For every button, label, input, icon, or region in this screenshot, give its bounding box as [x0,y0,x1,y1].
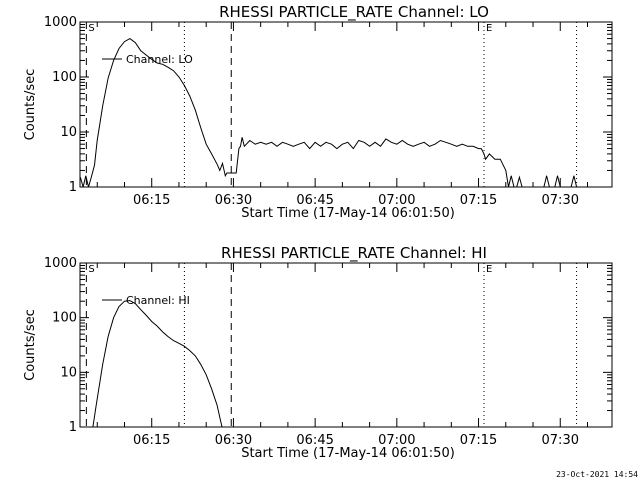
x-tick-label: 06:45 [296,193,333,208]
legend-label: Channel: LO [126,53,193,66]
y-tick-label: 1000 [44,15,77,30]
y-tick-label: 100 [52,311,77,326]
x-tick-label: 07:30 [542,193,579,208]
series-line-Channel: HI [92,300,223,427]
chart-title: RHESSI PARTICLE_RATE Channel: LO [219,3,489,22]
chart-panel-1: RHESSI PARTICLE_RATE Channel: LO 1 10 100 10… [23,3,613,221]
time-marker-label: S [88,23,94,34]
x-tick-label: 06:30 [215,433,252,448]
chart-title: RHESSI PARTICLE_RATE Channel: HI [221,244,487,263]
x-tick-label: 06:30 [215,193,252,208]
time-marker-label: E [486,23,492,34]
x-tick-label: 06:15 [133,193,170,208]
x-axis-label: Start Time (17-May-14 06:01:50) [241,206,455,221]
plot-frame [79,262,613,428]
x-tick-label: 07:15 [460,193,497,208]
x-tick-label: 07:00 [378,433,415,448]
x-tick-label: 07:15 [460,433,497,448]
series-line-Channel: LO [80,38,580,187]
footer-timestamp: 23-Oct-2021 14:54 [556,470,638,479]
y-tick-label: 100 [52,70,77,85]
y-tick-label: 1 [69,180,77,195]
y-tick-label: 10 [60,365,77,380]
x-tick-label: 07:00 [378,193,415,208]
time-marker-label: S [88,264,94,275]
x-tick-label: 06:15 [133,433,170,448]
y-tick-label: 10 [60,125,77,140]
y-tick-label: 1000 [44,256,77,271]
x-tick-label: 07:30 [542,433,579,448]
y-axis-label: Counts/sec [23,309,38,381]
y-axis-label: Counts/sec [23,69,38,141]
chart-panel-2: RHESSI PARTICLE_RATE Channel: HI 1 10 100 10… [23,244,613,461]
y-tick-label: 1 [69,420,77,435]
plot-frame [79,21,613,188]
x-tick-label: 06:45 [296,433,333,448]
x-axis-label: Start Time (17-May-14 06:01:50) [241,446,455,461]
time-marker-label: E [486,264,492,275]
legend-label: Channel: HI [126,294,190,307]
